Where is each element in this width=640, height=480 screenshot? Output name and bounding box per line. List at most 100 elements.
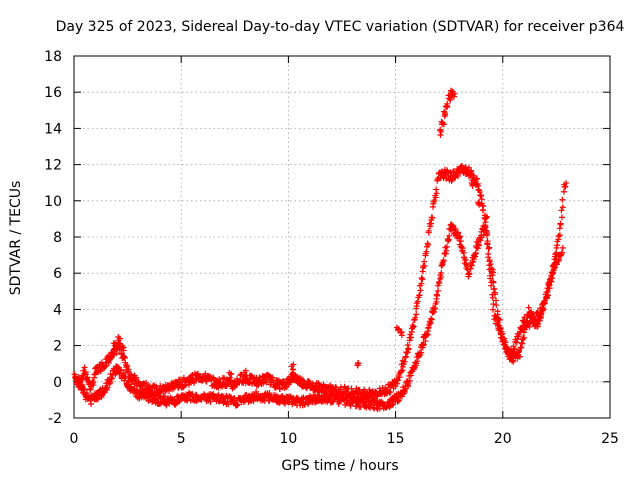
data-point xyxy=(486,244,493,251)
data-point xyxy=(133,374,140,381)
y-tick-label: 14 xyxy=(44,121,62,137)
data-point xyxy=(537,311,544,318)
data-point xyxy=(497,324,504,331)
data-point xyxy=(420,341,427,348)
data-point xyxy=(428,316,435,323)
data-point xyxy=(412,314,419,321)
data-point xyxy=(536,317,543,324)
y-tick-label: 2 xyxy=(53,339,62,355)
data-point xyxy=(115,339,122,346)
data-point xyxy=(431,306,438,313)
data-point xyxy=(145,397,152,404)
data-point xyxy=(429,214,436,221)
data-point xyxy=(467,265,474,272)
grid-lines xyxy=(74,56,610,418)
data-point xyxy=(122,361,129,368)
data-point xyxy=(554,242,561,249)
data-point xyxy=(395,325,402,332)
chart-title: Day 325 of 2023, Sidereal Day-to-day VTE… xyxy=(56,19,625,35)
data-point xyxy=(546,282,553,289)
data-point xyxy=(180,374,187,381)
y-tick-label: 8 xyxy=(53,230,62,246)
data-point xyxy=(121,353,128,360)
data-point xyxy=(468,167,475,174)
data-point xyxy=(514,336,521,343)
data-point xyxy=(424,240,431,247)
data-point xyxy=(125,377,132,384)
data-point xyxy=(549,275,556,282)
data-point xyxy=(120,347,127,354)
y-tick-label: 4 xyxy=(53,302,62,318)
data-point xyxy=(438,128,445,135)
x-tick-label: 10 xyxy=(279,431,297,447)
data-point xyxy=(422,338,429,345)
data-point xyxy=(416,291,423,298)
data-point xyxy=(436,278,443,285)
data-point xyxy=(266,390,273,397)
data-point xyxy=(544,292,551,299)
data-point xyxy=(421,262,428,269)
data-point xyxy=(487,261,494,268)
data-point xyxy=(215,391,222,398)
data-point xyxy=(394,377,401,384)
data-point xyxy=(425,325,432,332)
data-point xyxy=(475,241,482,248)
data-point xyxy=(408,372,415,379)
x-tick-label: 0 xyxy=(70,431,79,447)
data-point xyxy=(365,403,372,410)
y-tick-label: 10 xyxy=(44,194,62,210)
data-point xyxy=(555,258,562,265)
data-point xyxy=(386,389,393,396)
data-point xyxy=(489,306,496,313)
data-point xyxy=(111,345,118,352)
data-point xyxy=(108,375,115,382)
data-point xyxy=(516,353,523,360)
data-point xyxy=(103,385,110,392)
data-point xyxy=(483,229,490,236)
data-point xyxy=(562,183,569,190)
data-point xyxy=(441,113,448,120)
data-point xyxy=(521,325,528,332)
data-point xyxy=(525,304,532,311)
data-point xyxy=(107,379,114,386)
data-point xyxy=(556,225,563,232)
data-point xyxy=(127,383,134,390)
data-point xyxy=(487,275,494,282)
data-point xyxy=(243,372,250,379)
data-point xyxy=(434,177,441,184)
data-point xyxy=(288,363,295,370)
data-point xyxy=(387,388,394,395)
data-point xyxy=(480,206,487,213)
data-point xyxy=(563,180,570,187)
data-point xyxy=(443,247,450,254)
data-point xyxy=(482,223,489,230)
x-axis-label: GPS time / hours xyxy=(281,458,398,474)
data-point xyxy=(430,198,437,205)
data-point xyxy=(111,340,118,347)
data-point xyxy=(476,188,483,195)
data-point xyxy=(433,186,440,193)
data-point xyxy=(488,282,495,289)
data-point xyxy=(444,235,451,242)
data-point xyxy=(437,132,444,139)
data-point xyxy=(398,329,405,336)
data-point xyxy=(446,95,453,102)
data-point xyxy=(428,220,435,227)
data-point xyxy=(242,367,249,374)
data-point xyxy=(557,221,564,228)
data-point xyxy=(393,393,400,400)
data-point xyxy=(360,400,367,407)
data-point xyxy=(477,237,484,244)
data-point xyxy=(556,232,563,239)
data-point xyxy=(404,349,411,356)
data-point xyxy=(234,401,241,408)
data-point xyxy=(428,315,435,322)
data-point xyxy=(489,291,496,298)
data-point xyxy=(499,330,506,337)
data-point xyxy=(470,179,477,186)
data-point xyxy=(82,369,89,376)
data-point xyxy=(272,383,279,390)
data-point xyxy=(329,391,336,398)
data-point xyxy=(474,175,481,182)
data-point xyxy=(409,324,416,331)
